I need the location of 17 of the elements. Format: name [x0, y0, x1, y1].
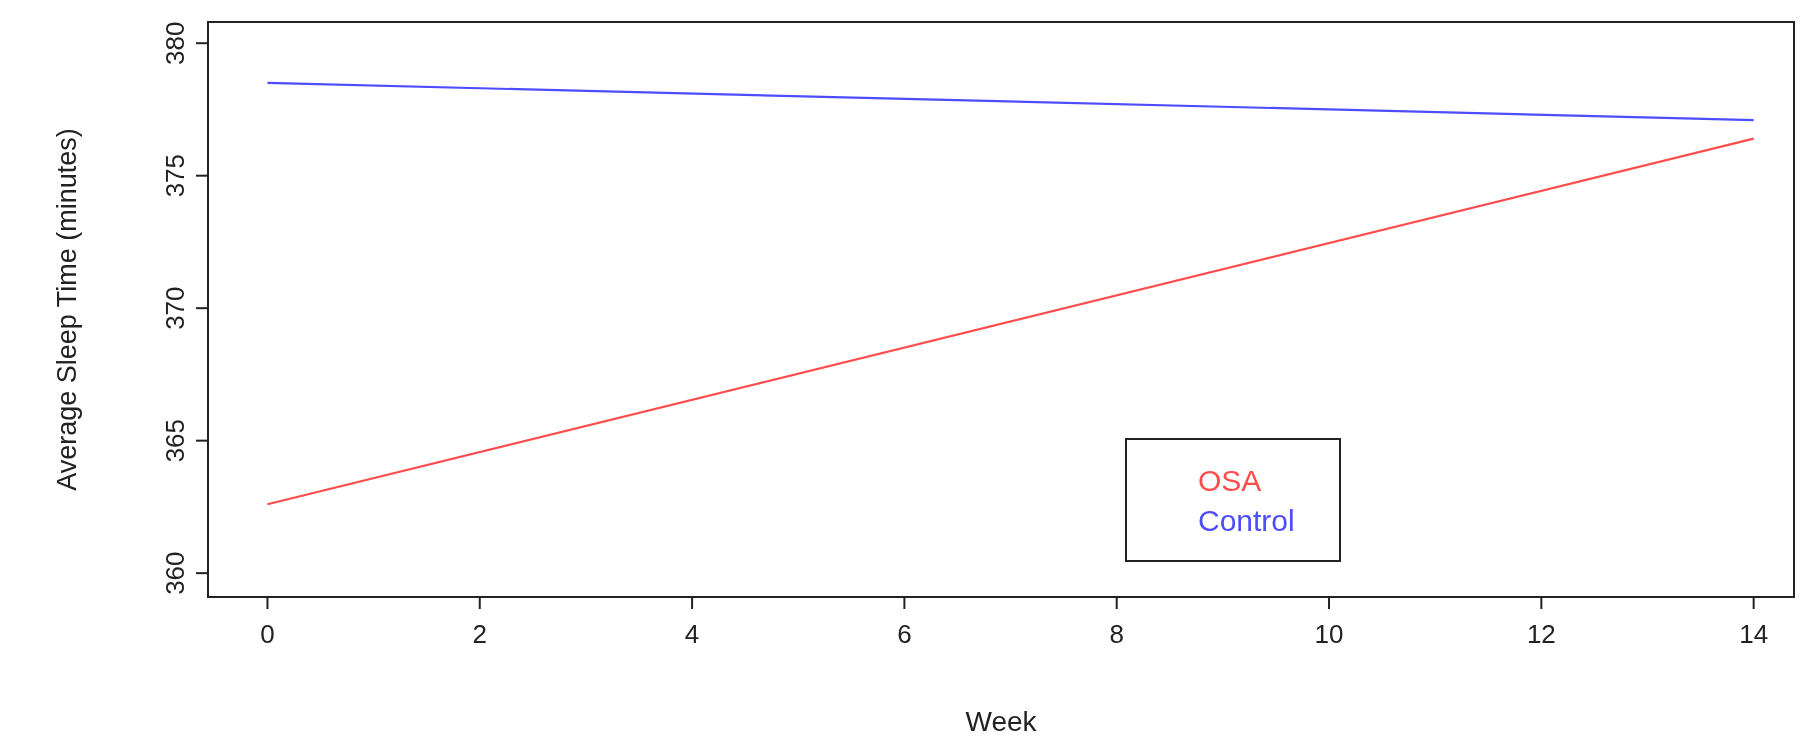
y-tick-label: 360 — [160, 551, 190, 595]
text: Control — [1198, 504, 1295, 537]
x-tick-label: 8 — [1109, 619, 1124, 649]
y-tick-label: 375 — [160, 153, 190, 198]
y-tick-label: 380 — [160, 21, 190, 65]
y-axis-title: Average Sleep Time (minutes) — [52, 128, 82, 491]
x-tick-label: 4 — [684, 619, 700, 649]
x-tick-label: 0 — [260, 619, 275, 649]
y-tick-label: 365 — [160, 418, 190, 463]
x-tick-label: 6 — [897, 619, 912, 649]
x-tick-label: 10 — [1314, 619, 1344, 649]
x-tick-label: 14 — [1739, 619, 1769, 649]
x-axis-title: Week — [965, 706, 1038, 737]
x-tick-label: 12 — [1526, 619, 1556, 649]
y-tick-label: 370 — [160, 286, 190, 330]
x-tick-label: 2 — [472, 619, 487, 649]
text: OSA — [1198, 464, 1262, 497]
